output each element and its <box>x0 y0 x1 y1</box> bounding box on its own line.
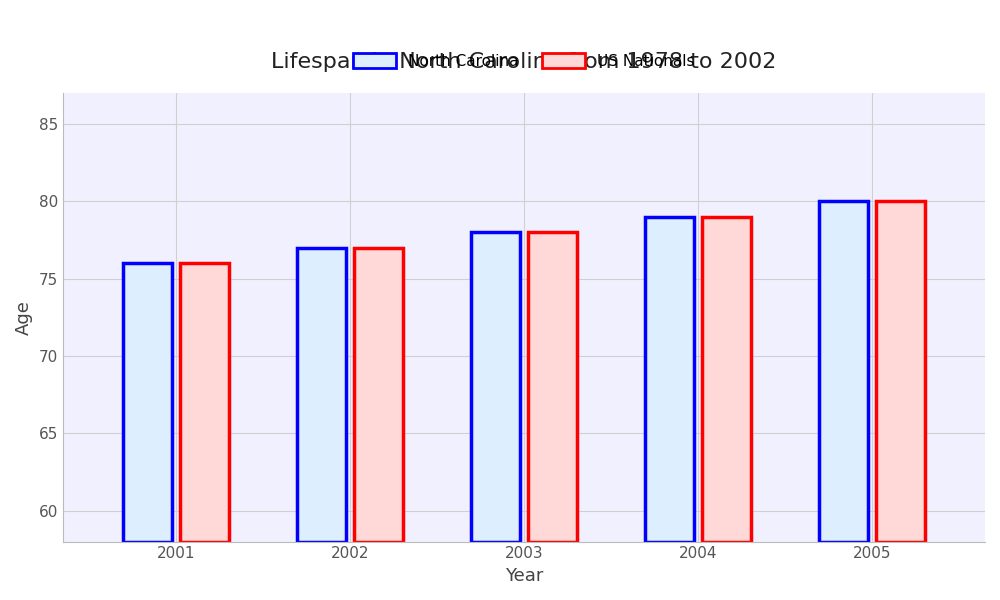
Bar <box>819 201 868 542</box>
Bar <box>876 201 925 542</box>
Title: Lifespan in North Carolina from 1978 to 2002: Lifespan in North Carolina from 1978 to … <box>271 52 777 72</box>
Y-axis label: Age: Age <box>15 300 33 335</box>
Bar <box>645 217 694 542</box>
Bar <box>702 217 751 542</box>
Bar <box>123 263 172 542</box>
X-axis label: Year: Year <box>505 567 543 585</box>
Legend: North Carolina, US Nationals: North Carolina, US Nationals <box>347 47 700 75</box>
Bar <box>471 232 520 542</box>
Bar <box>180 263 229 542</box>
Bar <box>354 248 403 542</box>
Bar <box>528 232 577 542</box>
Bar <box>297 248 346 542</box>
